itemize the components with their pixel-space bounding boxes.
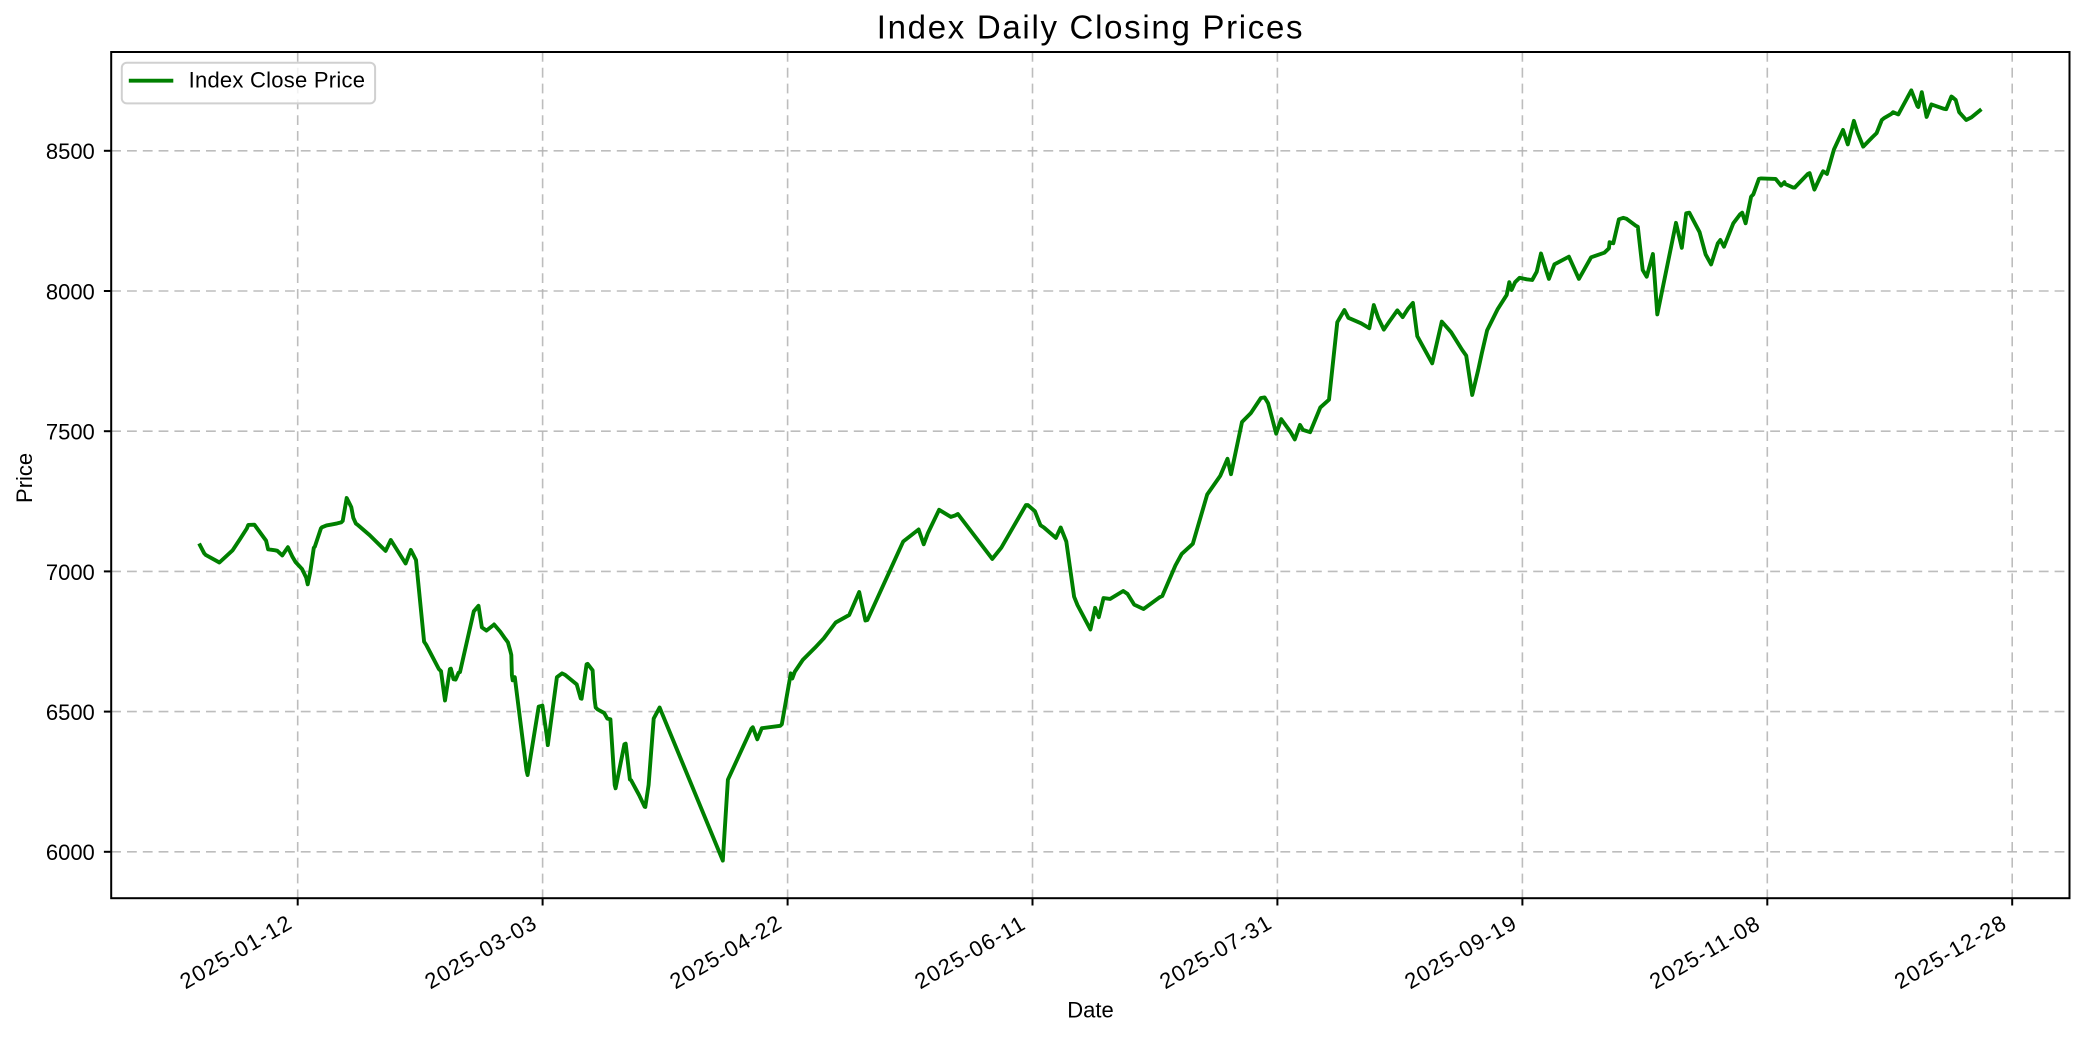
svg-text:8000: 8000 (46, 279, 95, 304)
svg-text:Date: Date (1067, 997, 1113, 1022)
svg-text:8500: 8500 (46, 139, 95, 164)
svg-text:7000: 7000 (46, 560, 95, 585)
svg-text:6000: 6000 (46, 840, 95, 865)
svg-text:Price: Price (12, 453, 37, 503)
svg-text:Index Daily Closing Prices: Index Daily Closing Prices (877, 9, 1305, 46)
svg-text:7500: 7500 (46, 420, 95, 445)
svg-text:Index Close Price: Index Close Price (189, 68, 366, 93)
svg-text:6500: 6500 (46, 700, 95, 725)
